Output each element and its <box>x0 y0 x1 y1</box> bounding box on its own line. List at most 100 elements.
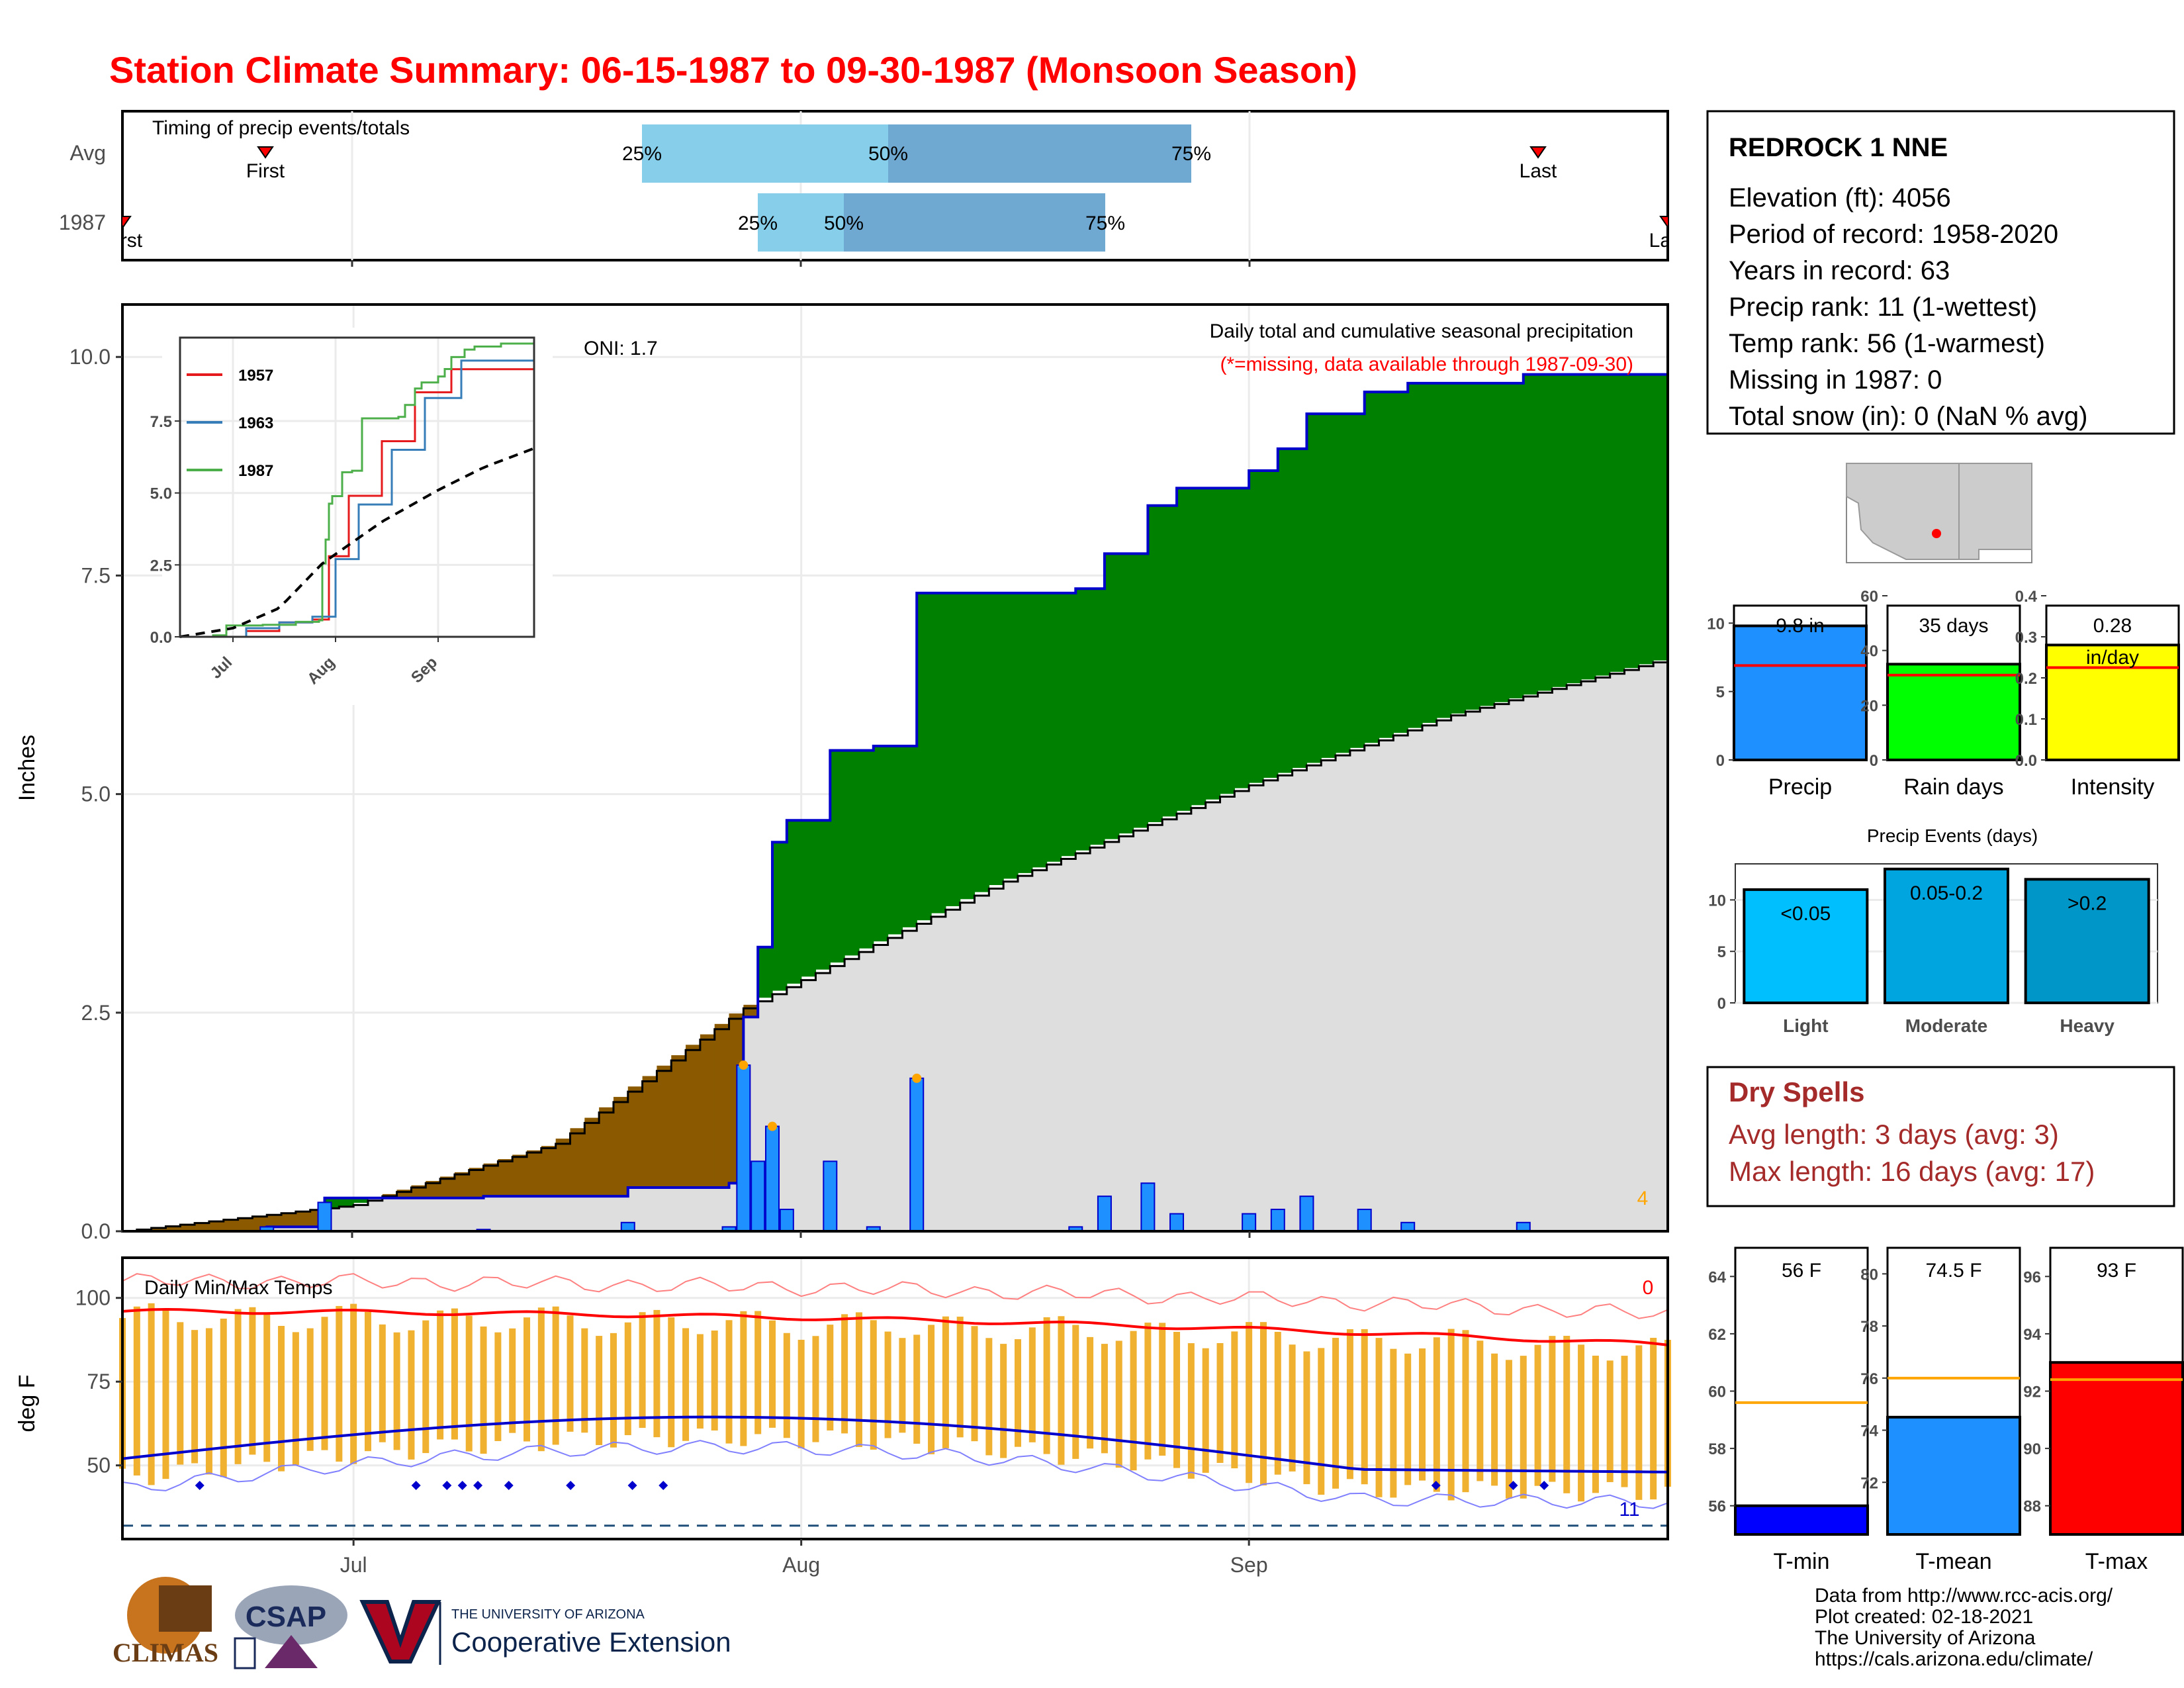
surplus-band-103 <box>1610 374 1625 672</box>
events-title: Precip Events (days) <box>1867 825 2038 846</box>
record-min-temp-line <box>122 1440 1668 1509</box>
deficit-band-26 <box>498 1159 513 1197</box>
inset-ytick-label-3: 7.5 <box>150 413 172 431</box>
timing-1987-p25: 25% <box>738 212 778 234</box>
daily-precip-bar-9 <box>779 1208 794 1232</box>
daily-temp-bar-98 <box>1534 1344 1541 1486</box>
record-low-marker-0 <box>195 1481 205 1491</box>
avg-max-temp-line <box>122 1307 1668 1346</box>
daily-temp-bar-44 <box>754 1311 762 1434</box>
daily-temp-bar-24 <box>465 1315 473 1452</box>
surplus-band-87 <box>1379 392 1394 738</box>
daily-temp-bar-76 <box>1216 1342 1224 1463</box>
surplus-band-97 <box>1523 374 1539 695</box>
daily-temp-bar-105 <box>1635 1345 1643 1500</box>
ua-logo-main-text: Cooperative Extension <box>451 1626 731 1658</box>
timing-avg-last-marker <box>1529 146 1547 159</box>
daily-temp-bar-71 <box>1144 1323 1152 1460</box>
timing-avg-bar-25-50 <box>642 124 888 183</box>
temp-x-axis: Jul Aug Sep <box>340 1539 1268 1577</box>
daily-temp-bar-42 <box>725 1320 733 1444</box>
season-bar-rain-days-ytick-label-0: 0 <box>1870 752 1878 770</box>
daily-temp-bar-31 <box>567 1315 574 1432</box>
ua-a-logo-shape <box>359 1600 441 1664</box>
daily-temp-bar-4 <box>177 1322 184 1465</box>
daily-temp-bar-12 <box>292 1332 299 1465</box>
record-low-marker-4 <box>473 1481 483 1491</box>
inset-avg-line <box>179 447 535 638</box>
deficit-band-22 <box>440 1176 455 1198</box>
record-low-marker-2 <box>442 1481 452 1491</box>
season-bar-rain-days-name: Rain days <box>1903 774 2003 800</box>
precip-ytick-label-4: 10.0 <box>69 345 111 369</box>
daily-temp-bar-99 <box>1549 1336 1556 1482</box>
inset-legend-label-1963: 1963 <box>238 414 273 432</box>
temp-bar-t-max-value-label: 93 F <box>2097 1260 2136 1282</box>
surplus-band-48 <box>815 820 831 970</box>
surplus-band-102 <box>1595 374 1611 676</box>
daily-temp-bar-49 <box>827 1325 834 1430</box>
daily-temp-bar-9 <box>249 1307 256 1455</box>
timing-avg-p50: 50% <box>868 143 908 165</box>
year-1987-cumulative-line <box>122 373 1668 1233</box>
surplus-band-79 <box>1263 470 1279 778</box>
csap-gauge-shape <box>234 1637 256 1669</box>
deficit-band-21 <box>426 1181 441 1198</box>
daily-temp-bar-2 <box>148 1303 155 1485</box>
record-low-marker-6 <box>566 1481 576 1491</box>
deficit-band-35 <box>627 1086 643 1188</box>
station-line-period: Period of record: 1958-2020 <box>1729 220 2058 249</box>
avg-cumulative-area <box>122 658 1668 1231</box>
surplus-band-95 <box>1494 383 1510 702</box>
logos: CLIMAS CSAP THE UNIVERSITY OF ARIZONA Co… <box>113 1577 731 1669</box>
temp-xtick-label-0: Jul <box>340 1553 367 1577</box>
daily-temp-bar-20 <box>408 1330 415 1460</box>
daily-precip-bar-14 <box>1097 1196 1112 1232</box>
daily-temp-bar-32 <box>581 1328 588 1433</box>
daily-temp-bar-61 <box>1000 1344 1007 1458</box>
inset-ytick-label-2: 5.0 <box>150 485 172 503</box>
surplus-band-52 <box>873 745 889 942</box>
temp-bar-t-max-name: T-max <box>2085 1549 2148 1574</box>
deficit-band-25 <box>483 1163 498 1197</box>
record-low-marker-7 <box>627 1481 637 1491</box>
daily-temp-bar-51 <box>855 1312 862 1447</box>
precip-ytick-label-2: 5.0 <box>81 782 111 806</box>
surplus-band-82 <box>1306 414 1322 763</box>
events-category-light: Light <box>1783 1015 1828 1036</box>
daily-temp-bar-95 <box>1491 1353 1498 1486</box>
record-low-marker-9 <box>1431 1481 1441 1491</box>
daily-temp-bar-62 <box>1014 1339 1021 1447</box>
season-bar-intensity-value-label: 0.28 <box>2093 615 2132 637</box>
csap-logo-text: CSAP <box>246 1601 326 1633</box>
temp-bar-t-min-value-bar <box>1734 1504 1869 1536</box>
precip-plot-area <box>122 373 1669 1233</box>
events-bar-heavy <box>2024 878 2150 1005</box>
daily-temp-bar-38 <box>668 1317 675 1448</box>
dry-spells-box: Dry Spells Avg length: 3 days (avg: 3) M… <box>1706 1066 2175 1207</box>
surplus-band-63 <box>1032 592 1048 868</box>
temp-summary-bars: 56 F 56 58 60 62 64 T-min 74.5 F 72 74 76 78 80 T-mea… <box>1708 1246 2184 1574</box>
daily-record-marker-6 <box>739 1060 749 1070</box>
temp-bar-t-mean-ytick-label-1: 74 <box>1860 1423 1878 1440</box>
season-bar-rain-days-ytick-label-3: 60 <box>1860 588 1878 606</box>
footer-line-data: Data from http://www.rcc-acis.org/ <box>1815 1585 2113 1607</box>
precip-ytick-label-3: 7.5 <box>81 563 111 587</box>
temp-bar-t-max-ytick-label-2: 92 <box>2023 1383 2041 1401</box>
daily-precip-bar-19 <box>1299 1196 1314 1232</box>
daily-temp-bar-72 <box>1159 1323 1166 1456</box>
temp-panel-frame <box>121 1256 1669 1540</box>
precip-subtitle: Daily total and cumulative seasonal prec… <box>1210 320 1633 342</box>
events-ytick-label-2: 10 <box>1708 892 1726 910</box>
daily-temp-bar-86 <box>1361 1329 1368 1485</box>
surplus-band-69 <box>1118 553 1134 834</box>
surplus-band-70 <box>1133 553 1148 828</box>
daily-temp-bar-7 <box>220 1319 227 1477</box>
deficit-band-36 <box>642 1076 658 1188</box>
station-line-precip-rank: Precip rank: 11 (1-wettest) <box>1729 293 2037 322</box>
surplus-band-96 <box>1508 383 1524 698</box>
daily-temp-bar-43 <box>740 1311 747 1446</box>
surplus-band-93 <box>1465 383 1480 710</box>
surplus-band-74 <box>1191 488 1206 806</box>
temp-bar-t-mean-ytick-label-2: 76 <box>1860 1370 1878 1388</box>
